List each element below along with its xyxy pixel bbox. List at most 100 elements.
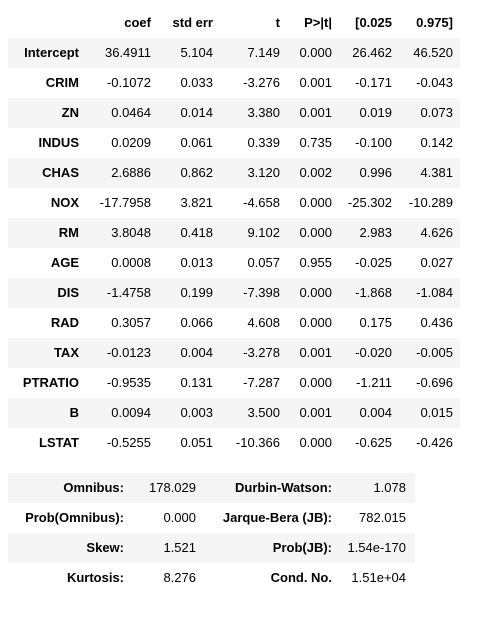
ci-low-value: 0.996 [359,165,392,180]
ci-low-value: 0.175 [359,315,392,330]
row-label: ZN [61,105,79,120]
table-row: RAD 0.3057 0.066 4.608 0.000 0.175 0.436 [8,308,460,338]
std-err-value: 3.821 [180,195,213,210]
row-label: CHAS [42,165,79,180]
table-row: Omnibus: 178.029 Durbin-Watson: 1.078 [8,473,415,503]
p-value: 0.001 [299,75,332,90]
std-err-value: 0.051 [180,435,213,450]
ci-high-value: 0.015 [420,405,453,420]
t-value: 0.057 [247,255,280,270]
row-label: INDUS [38,135,79,150]
ci-high-value: -0.426 [416,435,453,450]
diag-label: Prob(JB): [272,540,332,555]
std-err-value: 0.033 [180,75,213,90]
diagnostics-body: Omnibus: 178.029 Durbin-Watson: 1.078 Prob(O… [8,473,415,593]
std-err-value: 0.131 [180,375,213,390]
std-err-value: 0.418 [180,225,213,240]
diag-label: Durbin-Watson: [235,480,332,495]
coef-header-row: coef std err t P>|t| [0.025 0.975] [8,8,460,38]
coef-value: 0.0094 [111,405,151,420]
coef-value: -0.5255 [106,435,151,450]
ci-low-value: -0.025 [355,255,392,270]
ci-high-value: -0.043 [416,75,453,90]
table-row: INDUS 0.0209 0.061 0.339 0.735 -0.100 0.142 [8,128,460,158]
ci-low-value: -0.625 [355,435,392,450]
ci-low-value: -1.211 [356,375,392,390]
coefficients-body: Intercept 36.4911 5.104 7.149 0.000 26.462 46.… [8,38,460,458]
ci-low-value: -25.302 [347,195,392,210]
coef-value: 36.4911 [104,45,151,60]
row-label: LSTAT [39,435,79,450]
coef-header-t: t [275,15,280,30]
t-value: 9.102 [247,225,280,240]
diag-label: Cond. No. [270,570,332,585]
p-value: 0.000 [299,225,332,240]
table-row: TAX -0.0123 0.004 -3.278 0.001 -0.020 -0.005 [8,338,460,368]
std-err-value: 0.013 [180,255,213,270]
p-value: 0.000 [299,315,332,330]
coef-value: 0.0008 [111,255,151,270]
table-row: RM 3.8048 0.418 9.102 0.000 2.983 4.626 [8,218,460,248]
std-err-value: 5.104 [180,45,213,60]
std-err-value: 0.199 [180,285,213,300]
t-value: -7.398 [243,285,280,300]
coef-value: -0.0123 [106,345,151,360]
table-row: ZN 0.0464 0.014 3.380 0.001 0.019 0.073 [8,98,460,128]
table-row: CRIM -0.1072 0.033 -3.276 0.001 -0.171 -0.043 [8,68,460,98]
diag-value: 1.51e+04 [351,570,406,585]
table-row: DIS -1.4758 0.199 -7.398 0.000 -1.868 -1.084 [8,278,460,308]
coef-header-ci-low: [0.025 [355,15,392,30]
table-row: Skew: 1.521 Prob(JB): 1.54e-170 [8,533,415,563]
table-row: NOX -17.7958 3.821 -4.658 0.000 -25.302 -10.28… [8,188,460,218]
diag-value: 178.029 [149,480,196,495]
coef-value: -1.4758 [106,285,151,300]
ci-high-value: 4.626 [420,225,453,240]
p-value: 0.000 [299,285,332,300]
ci-low-value: -0.020 [355,345,392,360]
coef-value: -0.1072 [106,75,151,90]
t-value: 4.608 [247,315,280,330]
coef-value: 0.3057 [111,315,151,330]
ci-high-value: -10.289 [408,195,453,210]
ci-high-value: 0.073 [420,105,453,120]
row-label: RM [58,225,79,240]
ci-high-value: 0.027 [420,255,453,270]
std-err-value: 0.014 [180,105,213,120]
coef-header-p: P>|t| [304,15,332,30]
p-value: 0.000 [299,375,332,390]
diagnostics-table: Omnibus: 178.029 Durbin-Watson: 1.078 Prob(O… [8,473,415,593]
row-label: CRIM [45,75,79,90]
coef-value: -17.7958 [99,195,151,210]
coef-value: 0.0464 [111,105,151,120]
std-err-value: 0.061 [180,135,213,150]
diag-label: Skew: [86,540,124,555]
t-value: 7.149 [247,45,280,60]
ci-high-value: 4.381 [420,165,453,180]
diag-value: 1.54e-170 [347,540,406,555]
ci-high-value: 0.142 [420,135,453,150]
t-value: 0.339 [247,135,280,150]
p-value: 0.000 [299,45,332,60]
coef-header-coef: coef [124,15,151,30]
coef-header-blank [8,8,85,38]
table-row: Intercept 36.4911 5.104 7.149 0.000 26.462 46.… [8,38,460,68]
t-value: -3.278 [243,345,280,360]
table-row: LSTAT -0.5255 0.051 -10.366 0.000 -0.625 -0.42… [8,428,460,458]
ci-low-value: 26.462 [352,45,392,60]
coef-value: 2.6886 [111,165,151,180]
coef-value: -0.9535 [106,375,151,390]
ci-low-value: 2.983 [359,225,392,240]
coef-value: 0.0209 [111,135,151,150]
table-row: B 0.0094 0.003 3.500 0.001 0.004 0.015 [8,398,460,428]
row-label: B [69,405,79,420]
ci-low-value: 0.019 [359,105,392,120]
p-value: 0.001 [299,405,332,420]
row-label: Intercept [24,45,79,60]
row-label: AGE [50,255,79,270]
diag-label: Jarque-Bera (JB): [222,510,332,525]
row-label: DIS [57,285,79,300]
ci-high-value: 0.436 [420,315,453,330]
p-value: 0.001 [299,345,332,360]
table-row: CHAS 2.6886 0.862 3.120 0.002 0.996 4.381 [8,158,460,188]
ci-high-value: -0.005 [416,345,453,360]
